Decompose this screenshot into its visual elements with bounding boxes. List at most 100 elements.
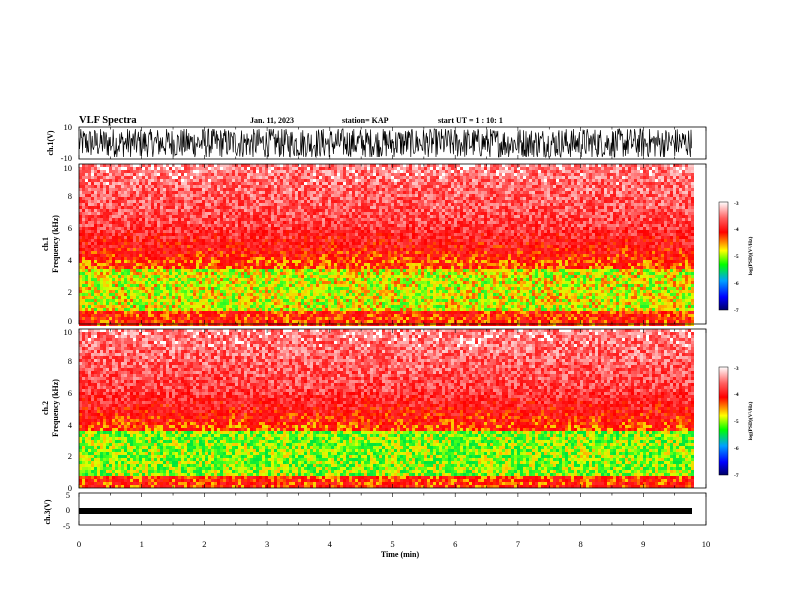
spectrogram-cell [130,185,133,188]
spectrogram-cell [475,215,478,218]
spectrogram-cell [658,164,661,167]
spectrogram-cell [436,164,439,167]
spectrogram-cell [433,164,436,167]
spectrogram-cell [604,221,607,224]
spectrogram-cell [670,224,673,227]
spectrogram-cell [481,209,484,212]
spectrogram-cell [289,227,292,230]
spectrogram-cell [688,167,691,170]
spectrogram-cell [508,200,511,203]
spectrogram-cell [592,188,595,191]
spectrogram-cell [154,206,157,209]
spectrogram-cell [643,236,646,239]
spectrogram-cell [691,212,694,215]
spectrogram-cell [430,176,433,179]
spectrogram-cell [271,170,274,173]
spectrogram-cell [160,212,163,215]
spectrogram-cell [157,194,160,197]
spectrogram-cell [589,224,592,227]
spectrogram-cell [397,179,400,182]
spectrogram-cell [388,182,391,185]
spectrogram-cell [238,185,241,188]
spectrogram-cell [217,221,220,224]
spectrogram-cell [337,227,340,230]
spectrogram-cell [118,185,121,188]
spectrogram-cell [448,191,451,194]
spectrogram-cell [346,176,349,179]
spectrogram-cell [151,176,154,179]
spectrogram-cell [349,224,352,227]
spectrogram-cell [142,212,145,215]
spectrogram-cell [436,200,439,203]
spectrogram-cell [115,164,118,167]
spectrogram-cell [565,230,568,233]
spectrogram-cell [358,209,361,212]
spectrogram-cell [298,191,301,194]
spectrogram-cell [556,209,559,212]
spectrogram-cell [217,176,220,179]
spectrogram-cell [655,230,658,233]
spectrogram-cell [577,167,580,170]
spectrogram-cell [109,212,112,215]
spectrogram-cell [586,170,589,173]
spectrogram-cell [355,185,358,188]
spectrogram-cell [616,167,619,170]
spectrogram-cell [187,203,190,206]
spectrogram-cell [565,182,568,185]
spectrogram-cell [133,206,136,209]
spectrogram-cell [571,218,574,221]
spectrogram-cell [109,215,112,218]
spectrogram-cell [322,197,325,200]
spectrogram-cell [403,209,406,212]
spectrogram-cell [91,212,94,215]
spectrogram-cell [322,209,325,212]
spectrogram-cell [484,203,487,206]
spectrogram-cell [679,209,682,212]
spectrogram-cell [238,221,241,224]
spectrogram-cell [676,230,679,233]
spectrogram-cell [277,200,280,203]
spectrogram-cell [643,185,646,188]
spectrogram-cell [337,197,340,200]
spectrogram-cell [631,224,634,227]
spectrogram-cell [589,194,592,197]
spectrogram-cell [424,221,427,224]
spectrogram-cell [412,170,415,173]
spectrogram-cell [451,218,454,221]
spectrogram-cell [220,209,223,212]
spectrogram-cell [685,233,688,236]
spectrogram-cell [634,170,637,173]
spectrogram-cell [274,191,277,194]
spectrogram-cell [274,170,277,173]
spectrogram-cell [469,191,472,194]
spectrogram-cell [691,218,694,221]
spectrogram-cell [133,191,136,194]
spectrogram-cell [262,200,265,203]
spectrogram-cell [208,191,211,194]
spectrogram-cell [502,203,505,206]
spectrogram-cell [676,176,679,179]
spectrogram-cell [454,194,457,197]
spectrogram-cell [283,170,286,173]
spectrogram-cell [430,185,433,188]
spectrogram-cell [229,182,232,185]
spectrogram-cell [562,230,565,233]
spectrogram-cell [520,230,523,233]
spectrogram-cell [478,224,481,227]
spectrogram-cell [118,206,121,209]
spectrogram-cell [574,176,577,179]
spectrogram-cell [520,212,523,215]
spectrogram-cell [229,173,232,176]
spectrogram-cell [100,197,103,200]
spectrogram-cell [580,194,583,197]
spectrogram-cell [100,218,103,221]
spectrogram-cell [193,230,196,233]
spectrogram-cell [610,194,613,197]
spectrogram-cell [643,170,646,173]
spectrogram-cell [484,197,487,200]
spectrogram-cell [619,212,622,215]
spectrogram-cell [448,209,451,212]
spectrogram-cell [229,203,232,206]
spectrogram-cell [352,215,355,218]
spectrogram-cell [190,185,193,188]
